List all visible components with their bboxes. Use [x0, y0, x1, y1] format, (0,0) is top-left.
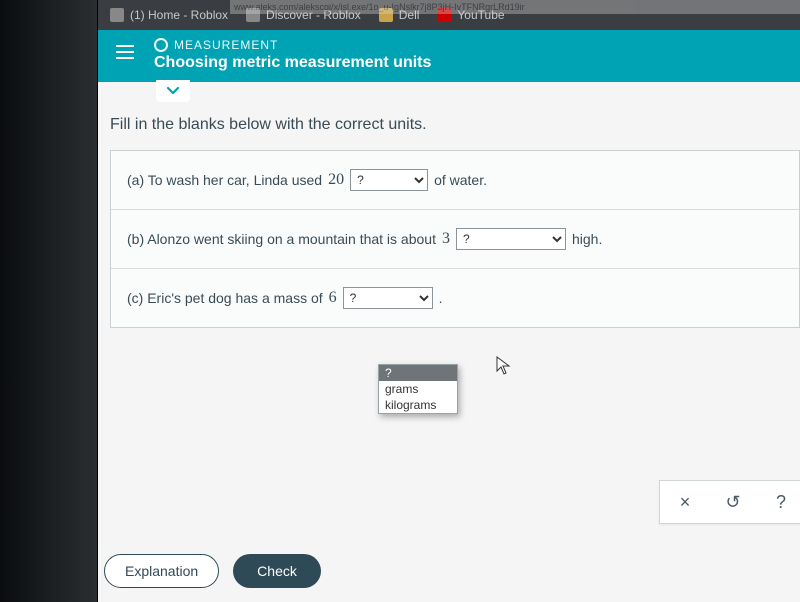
- question-value: 20: [328, 171, 344, 189]
- topic-label: MEASUREMENT: [154, 38, 431, 52]
- dropdown-option[interactable]: grams: [379, 381, 457, 397]
- dropdown-option[interactable]: kilograms: [379, 397, 457, 413]
- collapse-toggle[interactable]: [156, 80, 190, 102]
- tab-home-roblox[interactable]: (1) Home - Roblox: [110, 8, 228, 22]
- page-icon: [110, 8, 124, 22]
- toolbar: × ↺ ?: [659, 480, 800, 524]
- chevron-down-icon: [166, 86, 180, 96]
- question-text: (b) Alonzo went skiing on a mountain tha…: [127, 231, 436, 247]
- question-text-post: .: [439, 290, 443, 306]
- question-b: (b) Alonzo went skiing on a mountain tha…: [111, 209, 799, 268]
- check-button[interactable]: Check: [233, 554, 321, 588]
- reset-button[interactable]: ↺: [722, 491, 744, 513]
- question-value: 3: [442, 230, 450, 248]
- questions-panel: (a) To wash her car, Linda used 20 ? of …: [110, 150, 800, 328]
- unit-select-a[interactable]: ?: [350, 169, 428, 191]
- tab-label: (1) Home - Roblox: [130, 8, 228, 22]
- question-value: 6: [329, 289, 337, 307]
- lesson-header: MEASUREMENT Choosing metric measurement …: [98, 30, 800, 82]
- unit-select-b[interactable]: ?: [456, 228, 566, 250]
- close-button[interactable]: ×: [674, 491, 696, 513]
- question-text-post: of water.: [434, 172, 487, 188]
- question-prompt: Fill in the blanks below with the correc…: [110, 116, 800, 134]
- help-button[interactable]: ?: [770, 491, 792, 513]
- dropdown-option[interactable]: ?: [379, 365, 457, 381]
- cursor-icon: [496, 356, 512, 376]
- lesson-title: Choosing metric measurement units: [154, 54, 431, 72]
- url-bar: www.aleks.com/alekscgi/x/isl.exe/1o_u-Ig…: [230, 0, 800, 14]
- footer-buttons: Explanation Check: [104, 554, 321, 588]
- explanation-button[interactable]: Explanation: [104, 554, 219, 588]
- question-a: (a) To wash her car, Linda used 20 ? of …: [111, 151, 799, 209]
- question-c: (c) Eric's pet dog has a mass of 6 ? .: [111, 268, 799, 327]
- question-text: (a) To wash her car, Linda used: [127, 172, 322, 188]
- question-text-post: high.: [572, 231, 602, 247]
- unit-dropdown-open[interactable]: ? grams kilograms: [378, 364, 458, 414]
- question-text: (c) Eric's pet dog has a mass of: [127, 290, 323, 306]
- menu-button[interactable]: [112, 38, 140, 66]
- unit-select-c[interactable]: ?: [343, 287, 433, 309]
